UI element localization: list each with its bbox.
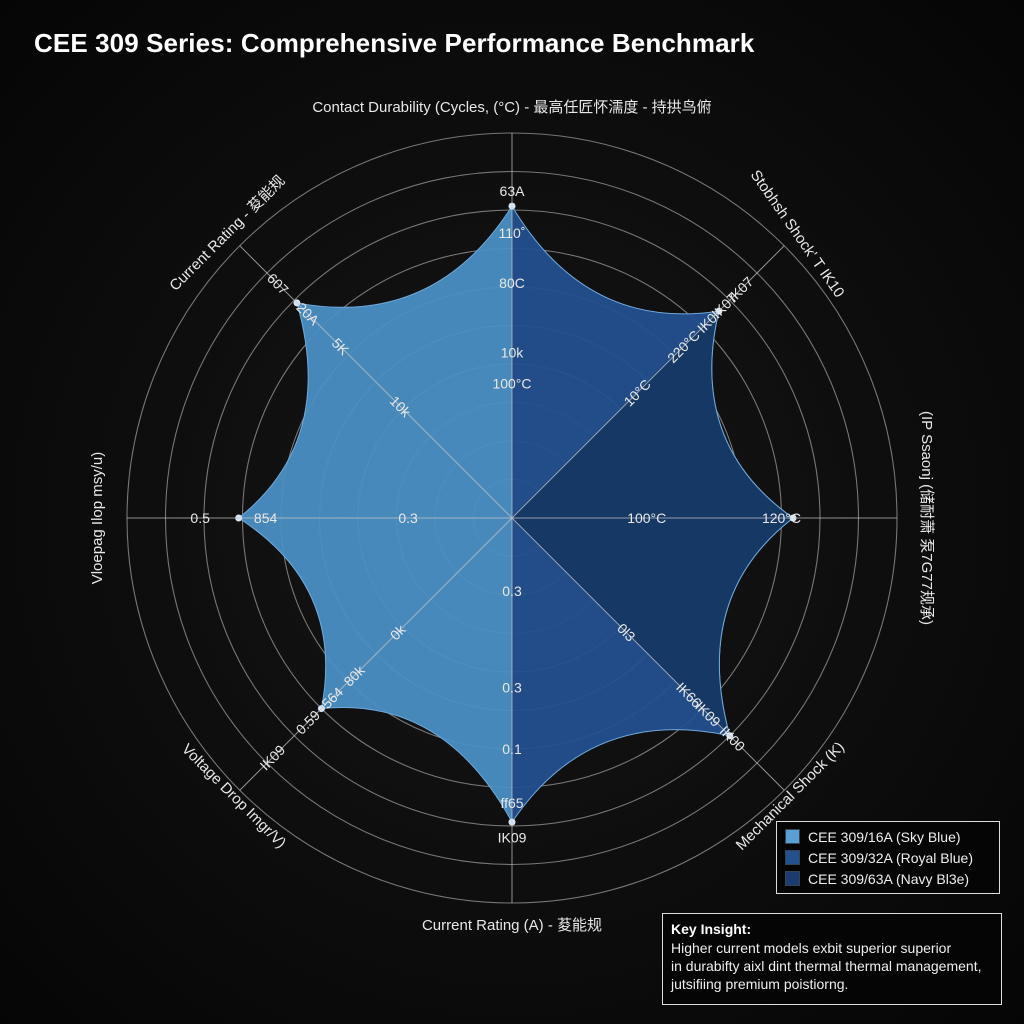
value-label: 120°C	[762, 510, 801, 526]
legend-swatch-sky-blue	[785, 829, 800, 844]
legend-item: CEE 309/16A (Sky Blue)	[785, 826, 999, 847]
value-label: 100°C	[492, 375, 531, 391]
axis-label: Current Rating (A) - 荾能规	[422, 917, 602, 934]
legend-swatch-navy-blue	[785, 871, 800, 886]
series-area-1	[237, 205, 512, 824]
value-label: 10k	[501, 344, 525, 360]
legend-swatch-royal-blue	[785, 850, 800, 865]
chart-title: CEE 309 Series: Comprehensive Performanc…	[34, 28, 755, 58]
legend-label: CEE 309/32A (Royal Blue)	[808, 849, 973, 866]
insight-title: Key Insight:	[671, 921, 752, 937]
axis-label: Vloepag Ilop msy/u)	[89, 452, 106, 585]
value-label: 110˚	[499, 225, 526, 241]
value-label: 0.3	[502, 583, 522, 599]
insight-line: Higher current models exbit superior sup…	[671, 940, 952, 956]
value-label: 100°C	[627, 510, 666, 526]
axis-label: Stobhsh Shock' T IK10	[747, 167, 848, 301]
value-label: 854	[254, 510, 278, 526]
value-label: 0.3	[398, 510, 418, 526]
axis-spoke	[239, 517, 513, 791]
value-label: 63A	[500, 183, 526, 199]
axis-label: (IP Ssaonj (储耐萧 泵7G77规承)	[918, 411, 935, 625]
axis-label: Contact Durability (Cycles, (°C) - 最高任匠怀…	[312, 99, 711, 116]
legend-label: CEE 309/16A (Sky Blue)	[808, 828, 961, 845]
radar-spokes	[127, 133, 897, 903]
axis-spoke	[511, 517, 785, 791]
axis-spoke	[511, 245, 785, 519]
legend-item: CEE 309/32A (Royal Blue)	[785, 847, 999, 868]
insight-line: jutsifiing premium poistiorng.	[671, 976, 849, 992]
key-insight-box: Key Insight: Higher current models exbit…	[662, 913, 1002, 1005]
legend: CEE 309/16A (Sky Blue) CEE 309/32A (Roya…	[776, 821, 1000, 894]
legend-item: CEE 309/63A (Navy Bl3e)	[785, 868, 999, 889]
value-label: ff65	[500, 795, 523, 811]
axis-spoke	[239, 245, 513, 519]
value-label: 0.1	[502, 741, 522, 757]
insight-line: in durabifty aixl dint thermal thermal m…	[671, 958, 982, 974]
value-label: 0.5	[190, 510, 210, 526]
value-label: 0.3	[502, 679, 522, 695]
value-label: 80C	[499, 275, 525, 291]
legend-label: CEE 309/63A (Navy Bl3e)	[808, 870, 970, 887]
value-label: IK09	[498, 830, 527, 846]
